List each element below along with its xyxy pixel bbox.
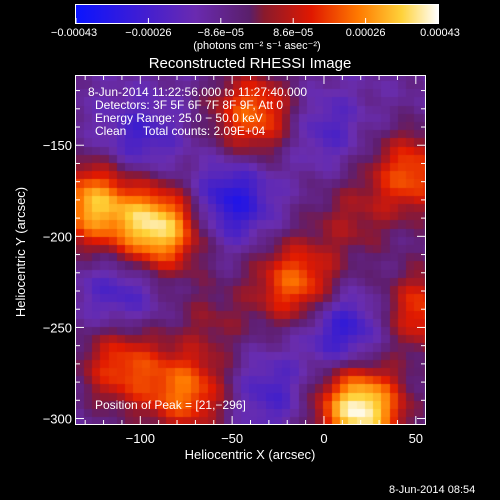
x-axis-label: Heliocentric X (arcsec) <box>184 447 316 462</box>
colorbar <box>75 4 439 24</box>
colorbar-tick-label: 0.00026 <box>346 27 386 39</box>
info-line-detectors: Detectors: 3F 5F 6F 7F 8F 9F, Att 0 <box>95 98 284 112</box>
info-line-time: 8-Jun-2014 11:22:56.000 to 11:27:40.000 <box>88 85 308 99</box>
colorbar-units-label: (photons cm⁻² s⁻¹ asec⁻²) <box>193 40 321 52</box>
colorbar-tick-label: −0.00043 <box>51 27 97 39</box>
info-line-counts: Clean Total counts: 2.09E+04 <box>95 124 266 138</box>
y-tick-label: −200 <box>43 229 72 244</box>
colorbar-tick-label: −0.00026 <box>125 27 171 39</box>
colorbar-tick-label: −8.6e−05 <box>198 27 245 39</box>
heatmap-image <box>76 76 425 424</box>
y-tick-label: −250 <box>43 320 72 335</box>
x-tick-label: 0 <box>320 431 327 446</box>
y-tick-label: −150 <box>43 138 72 153</box>
chart-title: Reconstructed RHESSI Image <box>148 55 352 72</box>
peak-position-label: Position of Peak = [21,−296] <box>95 398 246 412</box>
colorbar-tick-label: 0.00043 <box>420 27 460 39</box>
info-line-energy: Energy Range: 25.0 − 50.0 keV <box>95 111 263 125</box>
x-tick-label: −50 <box>221 431 243 446</box>
plot-area <box>75 75 426 425</box>
colorbar-gradient <box>76 5 438 23</box>
colorbar-tick-label: 8.6e−05 <box>273 27 313 39</box>
y-tick-label: −300 <box>43 412 72 427</box>
x-tick-label: 50 <box>409 431 423 446</box>
x-tick-label: −100 <box>126 431 155 446</box>
timestamp: 8-Jun-2014 08:54 <box>389 484 476 496</box>
y-axis-label: Heliocentric Y (arcsec) <box>13 186 28 318</box>
colorbar-axis: −0.00043 −0.00026 −8.6e−05 8.6e−05 0.00026 0.… <box>51 18 460 39</box>
